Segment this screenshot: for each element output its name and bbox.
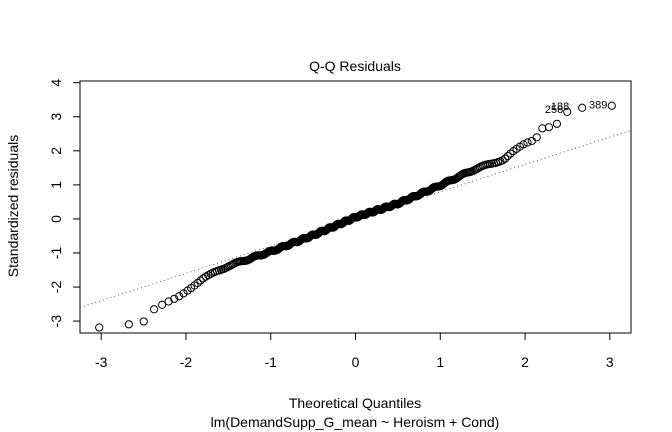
- x-axis-label: Theoretical Quantiles: [289, 395, 421, 411]
- data-point: [563, 107, 572, 117]
- y-axis-label: Standardized residuals: [5, 135, 21, 277]
- data-point: [175, 292, 184, 301]
- y-tick-label: 4: [48, 79, 64, 87]
- data-point: [501, 154, 510, 163]
- qq-reference-line: [79, 129, 632, 308]
- data-point: [503, 152, 512, 161]
- outlier-label: 258: [545, 104, 563, 116]
- data-point: [157, 300, 167, 309]
- x-axis-sublabel: lm(DemandSupp_G_mean ~ Heroism + Cond): [211, 414, 500, 430]
- data-point: [196, 276, 205, 285]
- x-tick-label: 2: [521, 354, 529, 370]
- outlier-label: 389: [589, 100, 607, 112]
- y-tick-label: 0: [48, 215, 64, 223]
- data-point: [523, 138, 532, 147]
- y-tick-label: -2: [48, 281, 64, 294]
- data-point: [527, 136, 536, 146]
- data-point: [607, 101, 616, 110]
- chart-title: Q-Q Residuals: [309, 58, 401, 74]
- data-point: [552, 119, 562, 128]
- x-tick-label: -3: [95, 354, 108, 370]
- x-tick-label: 0: [352, 354, 360, 370]
- data-point: [201, 272, 210, 281]
- data-point: [498, 156, 507, 165]
- data-point: [193, 278, 202, 288]
- y-tick-label: -1: [48, 247, 64, 260]
- plot-frame: [79, 80, 632, 334]
- x-tick-label: -1: [265, 354, 278, 370]
- data-point: [544, 123, 554, 132]
- data-point: [578, 103, 587, 112]
- data-point: [532, 133, 541, 142]
- data-point: [95, 323, 104, 332]
- data-point: [204, 271, 213, 280]
- data-point: [149, 305, 159, 314]
- data-point: [506, 149, 515, 158]
- x-tick-label: 3: [606, 354, 614, 370]
- y-tick-label: 1: [48, 181, 64, 189]
- data-point: [170, 294, 179, 303]
- data-point: [519, 140, 528, 149]
- outlier-label: 188: [551, 101, 569, 113]
- y-tick-label: -3: [48, 315, 64, 328]
- y-tick-label: 3: [48, 113, 64, 121]
- x-tick-label: 1: [436, 354, 444, 370]
- data-point: [124, 320, 133, 329]
- data-point: [538, 124, 547, 133]
- y-tick-label: 2: [48, 147, 64, 155]
- x-tick-label: -2: [180, 354, 193, 370]
- data-point: [139, 317, 148, 326]
